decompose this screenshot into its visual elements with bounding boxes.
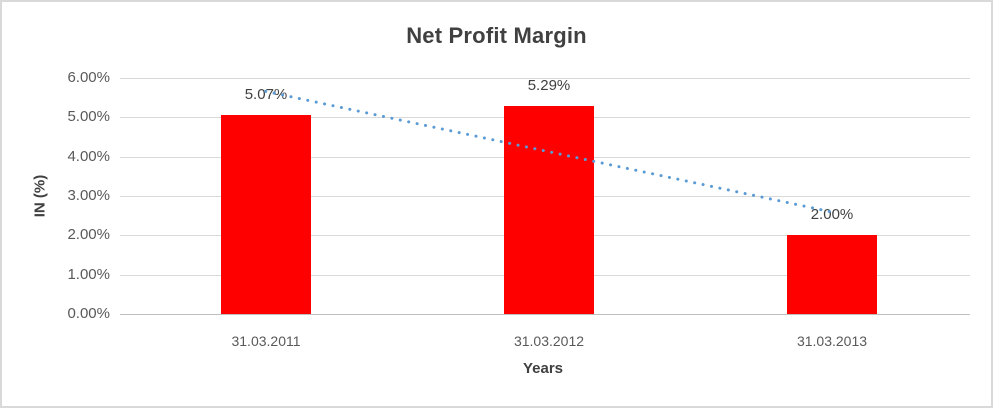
y-axis-tick-label: 4.00% <box>67 148 110 165</box>
y-axis-tick-label: 1.00% <box>67 266 110 283</box>
bar-31.03.2011 <box>221 115 311 314</box>
y-axis-tick-label: 0.00% <box>67 305 110 322</box>
bar-31.03.2012 <box>504 106 594 314</box>
y-axis-tick-label: 5.00% <box>67 108 110 125</box>
bar-31.03.2013 <box>787 235 877 314</box>
chart-title: Net Profit Margin <box>406 23 587 48</box>
bar-data-label: 2.00% <box>810 206 854 223</box>
x-axis-title: Years <box>522 360 564 377</box>
bar-data-label: 5.07% <box>244 86 288 103</box>
x-axis-line <box>120 314 970 315</box>
x-axis-tick-label: 31.03.2012 <box>513 333 585 349</box>
x-axis-tick-label: 31.03.2013 <box>796 333 868 349</box>
x-axis-tick-label: 31.03.2011 <box>231 333 301 349</box>
y-axis-tick-label: 3.00% <box>67 187 110 204</box>
bar-data-label: 5.29% <box>527 77 571 94</box>
y-axis-tick-label: 6.00% <box>67 69 110 86</box>
y-axis-tick-label: 2.00% <box>67 226 110 243</box>
gridline <box>120 78 970 79</box>
